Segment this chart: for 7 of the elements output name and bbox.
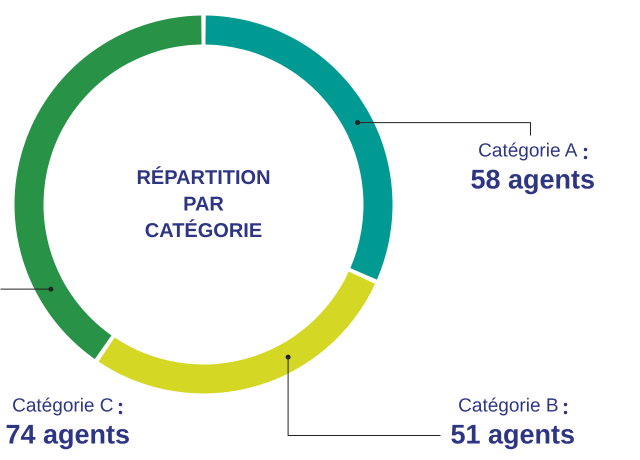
slice-label: Catégorie A [478, 140, 578, 162]
data-label: 74 agents [6, 420, 130, 450]
data-label: 58 agents [470, 164, 596, 194]
slice-label: Catégorie C [12, 396, 114, 416]
data-label: 51 agents [450, 420, 576, 450]
text: RÉPARTITION PAR CATÉGORIE [136, 166, 271, 242]
slice-label: Catégorie B [458, 396, 559, 416]
